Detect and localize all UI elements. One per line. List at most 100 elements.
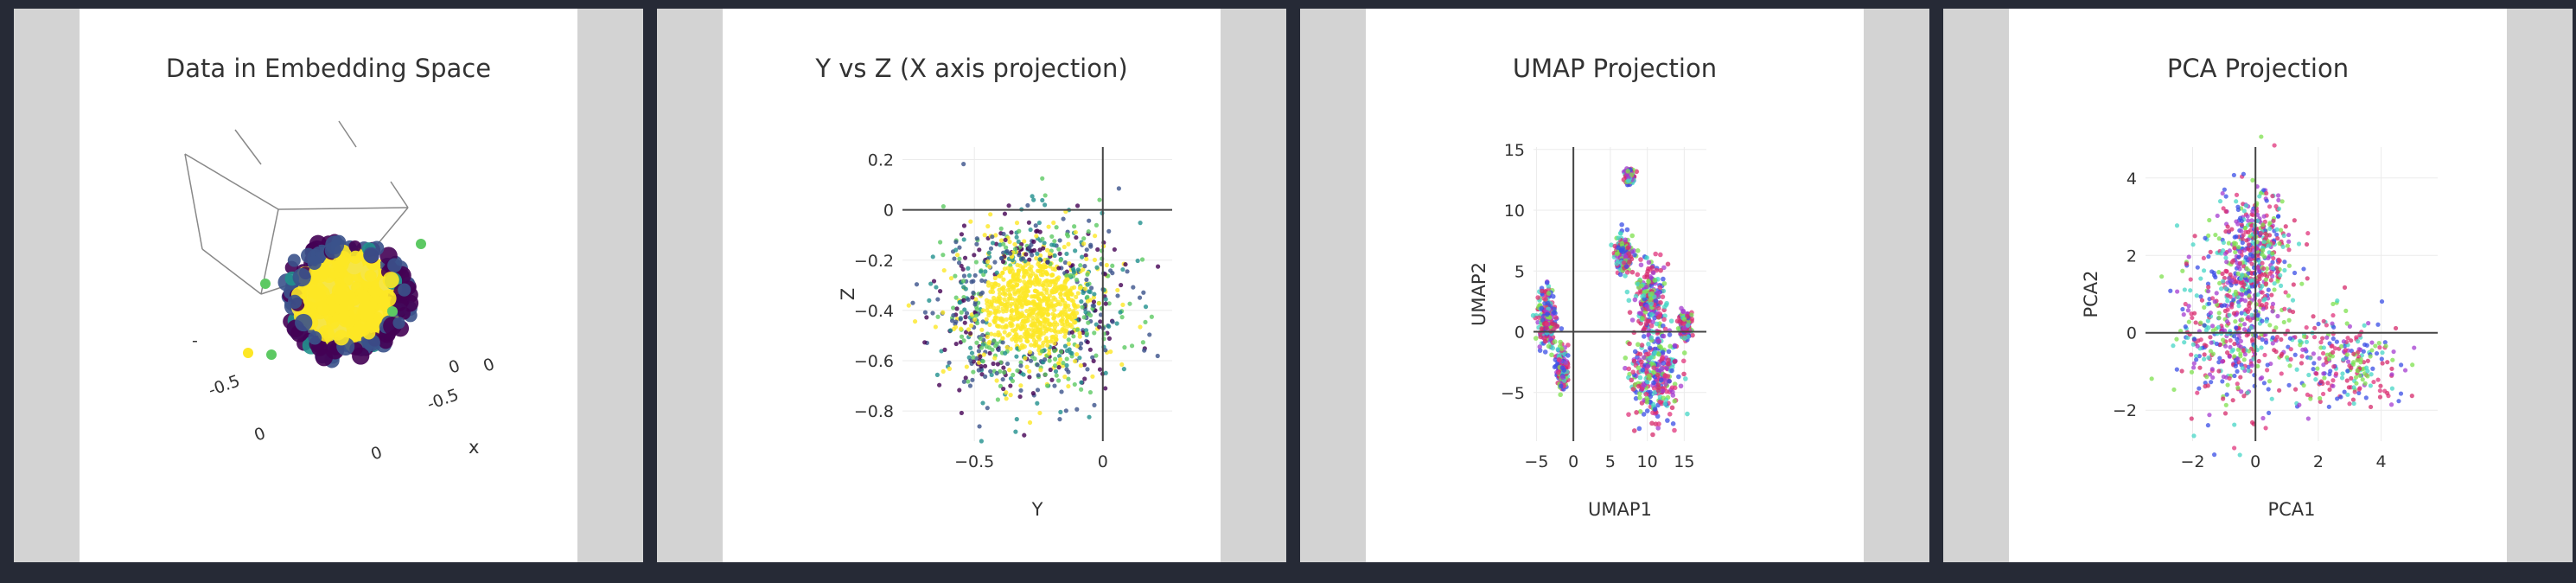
data-point — [2263, 235, 2269, 240]
data-point — [1015, 262, 1020, 267]
data-point — [1063, 408, 1068, 413]
data-point — [2220, 337, 2226, 343]
data-point — [2275, 214, 2281, 219]
x-tick-label: 15 — [1674, 452, 1694, 471]
data-point — [387, 258, 402, 273]
data-point — [1077, 285, 1083, 291]
data-point — [1031, 197, 1036, 202]
data-point — [326, 316, 340, 330]
data-point — [1024, 308, 1030, 314]
data-point — [1648, 335, 1655, 341]
data-point — [1022, 324, 1028, 329]
data-point — [2231, 258, 2236, 263]
data-point — [1011, 273, 1016, 279]
data-point — [2216, 315, 2222, 321]
data-point — [2249, 218, 2254, 223]
data-point — [1052, 341, 1057, 346]
data-point — [980, 332, 985, 338]
data-point — [1072, 359, 1078, 364]
plot-area[interactable]: PCA Projection −2 0 2 4 4 2 0 −2 PCA1 PCA2 — [2009, 9, 2507, 562]
data-point — [1623, 356, 1629, 361]
data-point — [961, 379, 966, 384]
data-point — [2183, 301, 2188, 307]
data-point — [2194, 354, 2199, 359]
data-point — [1139, 257, 1145, 262]
data-point — [1678, 383, 1684, 389]
data-point — [2235, 356, 2241, 362]
data-point — [1071, 309, 1076, 314]
data-point — [1650, 410, 1655, 415]
data-point — [1018, 383, 1023, 388]
data-point — [2228, 272, 2233, 278]
data-point — [1119, 315, 1125, 320]
data-point — [1653, 298, 1659, 304]
data-point — [1005, 266, 1011, 271]
data-point — [979, 372, 985, 377]
data-point — [1658, 300, 1663, 305]
data-point — [2255, 292, 2260, 298]
data-point — [1037, 292, 1043, 297]
data-point — [363, 247, 379, 264]
data-point — [1014, 221, 1020, 226]
data-point — [2331, 349, 2336, 355]
data-point — [1037, 330, 1043, 336]
data-point — [2286, 382, 2292, 388]
data-point — [1097, 197, 1102, 202]
x-tick-label: 5 — [1605, 452, 1616, 471]
data-point — [1559, 326, 1565, 331]
data-point — [1646, 373, 1652, 379]
data-point — [2356, 339, 2361, 344]
data-point — [976, 349, 981, 354]
data-point — [2356, 387, 2362, 392]
data-point — [1022, 296, 1028, 301]
data-point — [1031, 247, 1037, 253]
data-point — [2225, 382, 2230, 388]
chart-3d-scatter[interactable]: -0.500-0.50 0x- — [80, 9, 577, 562]
data-point — [1058, 302, 1063, 307]
data-point — [2412, 345, 2417, 350]
data-point — [997, 291, 1003, 297]
data-point — [1034, 312, 1039, 317]
data-point — [1649, 291, 1655, 297]
data-point — [1106, 324, 1112, 329]
data-point — [1646, 342, 1651, 347]
data-point — [1008, 316, 1013, 321]
data-point — [1080, 304, 1085, 310]
data-point — [2260, 306, 2266, 311]
data-point — [940, 204, 946, 209]
data-point — [1037, 410, 1043, 416]
plot-area[interactable]: UMAP Projection −5 0 5 10 15 15 10 5 0 −5 UMAP1 UMA… — [1366, 9, 1864, 562]
data-point — [1142, 348, 1147, 353]
data-point — [1045, 312, 1050, 317]
data-point — [1036, 335, 1042, 340]
data-point — [1657, 399, 1663, 405]
data-point — [1094, 322, 1099, 327]
data-point — [2229, 301, 2235, 307]
data-point — [2222, 411, 2228, 416]
data-point — [1004, 304, 1009, 310]
chart-yz-scatter[interactable]: −0.5 00.20−0.2−0.4−0.6−0.8YZ — [723, 9, 1221, 562]
data-point — [1626, 298, 1632, 304]
data-point — [1042, 357, 1048, 362]
data-point — [1049, 323, 1054, 328]
plot-area[interactable]: Y vs Z (X axis projection) −0.5 0 0.2 0 −0.2… — [723, 9, 1221, 562]
data-point — [2217, 356, 2222, 361]
data-point — [2261, 214, 2267, 219]
data-point — [1140, 340, 1145, 345]
data-point — [922, 310, 928, 315]
data-point — [1660, 349, 1666, 356]
data-point — [1000, 376, 1005, 382]
plot-area[interactable]: Data in Embedding Space -0.5 0 0 -0.5 0 0 x - — [80, 9, 577, 562]
data-point — [2288, 356, 2293, 362]
data-point — [1050, 272, 1055, 278]
data-point — [2186, 254, 2191, 259]
data-point — [1031, 332, 1036, 337]
data-point — [1668, 318, 1674, 324]
data-point — [1041, 246, 1046, 251]
data-point — [2324, 335, 2330, 340]
data-point — [1078, 362, 1084, 368]
data-point — [2379, 356, 2384, 362]
data-point — [1049, 328, 1054, 333]
